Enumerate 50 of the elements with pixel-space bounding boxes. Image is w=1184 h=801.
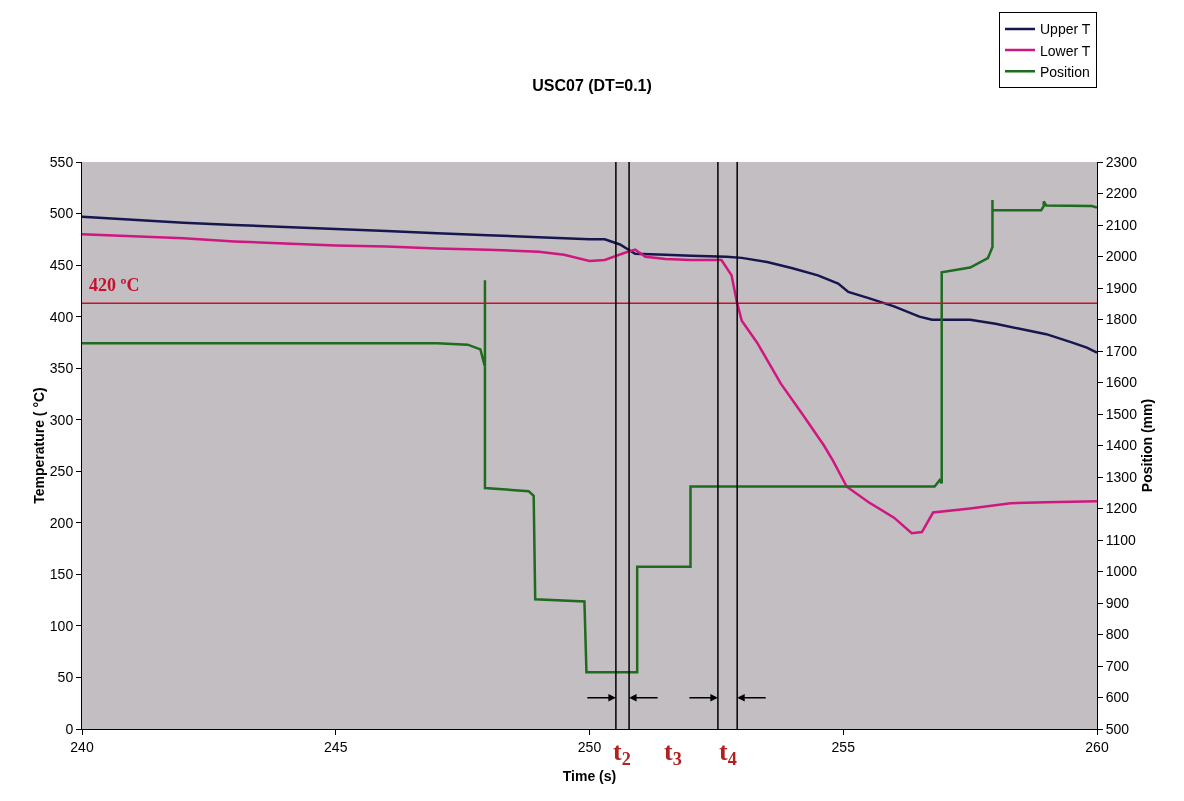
y2-tick-label: 700 [1105, 657, 1130, 674]
y2-axis-title: Position (mm) [1139, 398, 1156, 493]
legend-label: Upper T [1040, 21, 1091, 38]
text: t$_{4}$ [719, 737, 737, 770]
y2-tick-label: 1400 [1105, 437, 1138, 454]
y-tick-label: 350 [49, 360, 74, 377]
y2-tick-label: 1200 [1105, 500, 1138, 517]
y2-tick-label: 2100 [1105, 216, 1138, 233]
x-tick-label: 250 [577, 738, 602, 755]
ref-line-label: 420 ºC [89, 275, 140, 295]
x-tick-label: 245 [324, 738, 348, 755]
x-axis-title: Time (s) [562, 768, 617, 784]
y-tick-label: 50 [57, 669, 74, 686]
y-tick-label: 550 [49, 153, 74, 170]
y-axis-title: Temperature ( °C) [31, 387, 47, 504]
y2-tick-label: 800 [1105, 626, 1130, 643]
y2-tick-label: 1300 [1105, 468, 1138, 485]
y2-tick-label: 900 [1105, 594, 1130, 611]
y-tick-label: 400 [49, 308, 74, 325]
y2-tick-label: 1000 [1105, 563, 1138, 580]
y-tick-label: 250 [49, 463, 74, 480]
y-tick-label: 500 [49, 205, 74, 222]
y-tick-label: 100 [49, 617, 74, 634]
legend-label: Position [1040, 63, 1090, 80]
y2-tick-label: 1800 [1105, 311, 1138, 328]
y2-tick-label: 2000 [1105, 248, 1138, 265]
y2-tick-label: 1500 [1105, 405, 1138, 422]
y2-tick-label: 600 [1105, 689, 1130, 706]
y-tick-label: 0 [65, 720, 74, 737]
y2-tick-label: 1700 [1105, 342, 1138, 359]
x-tick-label: 255 [831, 738, 856, 755]
y2-tick-label: 2300 [1105, 153, 1138, 170]
x-tick-label: 240 [70, 738, 94, 755]
line-series [82, 215, 1097, 354]
y2-tick-label: 1600 [1105, 374, 1138, 391]
line-series [82, 198, 1097, 674]
x-tick-label: 260 [1085, 738, 1109, 755]
text: t$_{3}$ [664, 737, 682, 770]
y2-tick-label: 1900 [1105, 279, 1138, 296]
y-tick-label: 150 [49, 566, 74, 583]
y2-tick-label: 2200 [1105, 185, 1138, 202]
text: t$_{2}$ [613, 737, 631, 770]
y-tick-label: 450 [49, 256, 74, 273]
legend-label: Lower T [1040, 42, 1091, 59]
y2-tick-label: 500 [1105, 720, 1130, 737]
y2-tick-label: 1100 [1105, 531, 1137, 548]
chart-title: USC07 (DT=0.1) [532, 77, 652, 95]
y-tick-label: 300 [49, 411, 74, 428]
line-series [82, 232, 1097, 535]
y-tick-label: 200 [49, 514, 74, 531]
